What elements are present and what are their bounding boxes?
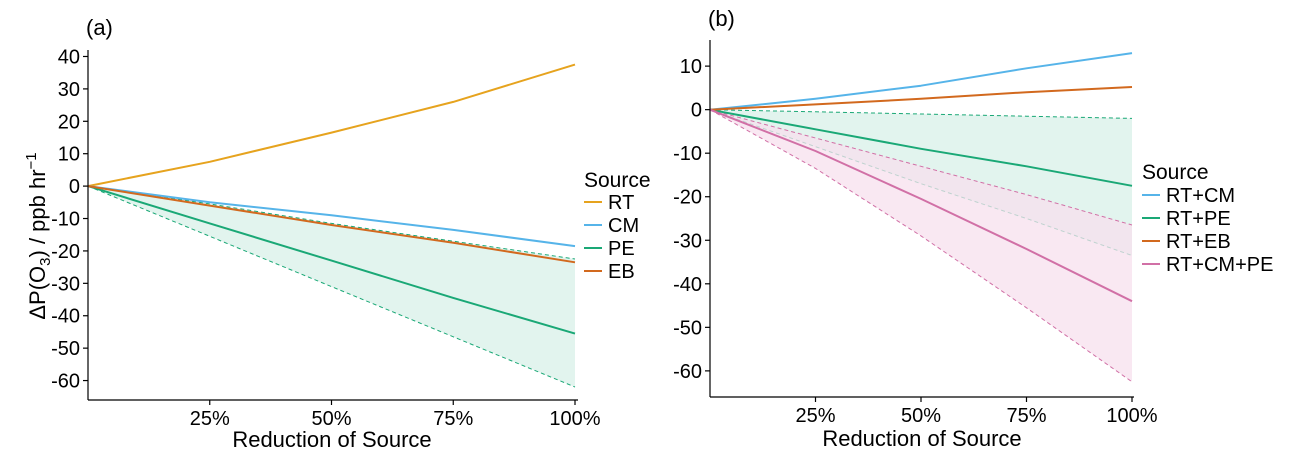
y-tick-label: -60 <box>673 361 702 383</box>
panel-a-x-axis-title: Reduction of Source <box>232 427 431 449</box>
panel-b-label: (b) <box>708 6 735 31</box>
legend-label-rt-eb: RT+EB <box>1166 231 1231 253</box>
panel-b-x-axis-title: Reduction of Source <box>822 426 1021 449</box>
panel-a-y-ticks: 40 30 20 10 0 -10 -20 -30 -40 -50 -60 <box>51 46 88 393</box>
band-1-lower-bound <box>87 185 576 388</box>
series-line-rt <box>87 63 576 188</box>
x-tick-label: 75% <box>433 408 473 430</box>
band-1-upper-bound <box>87 185 576 260</box>
y-tick-label: -50 <box>673 317 702 339</box>
y-tick-label: -60 <box>51 371 80 393</box>
panel-a-y-axis-title: ΔP(O3) / ppb hr−1 <box>23 152 54 319</box>
uncertainty-band-2 <box>710 109 1132 382</box>
series-line-rt-cm <box>709 52 1133 111</box>
x-tick-label: 25% <box>190 408 230 430</box>
band-2-upper-bound <box>709 109 1133 226</box>
panel-a-plot-area <box>87 63 576 388</box>
x-tick-label: 75% <box>1006 405 1046 427</box>
y-tick-label: 0 <box>691 100 702 122</box>
panel-a-x-ticks: 25% 50% 75% 100% <box>190 400 601 430</box>
y-tick-label: -30 <box>51 273 80 295</box>
panel-a-legend-title: Source <box>584 169 651 192</box>
x-tick-label: 25% <box>795 405 835 427</box>
legend-label-rt-cm: RT+CM <box>1166 185 1235 207</box>
series-line-rt-cm-pe <box>709 108 1133 303</box>
series-line-eb <box>87 185 576 264</box>
y-tick-label: -20 <box>673 187 702 209</box>
y-tick-label: -10 <box>673 143 702 165</box>
y-title-part-1: ΔP(O <box>25 266 50 320</box>
legend-label-cm: CM <box>608 215 639 237</box>
y-title-superscript: −1 <box>23 152 40 169</box>
band-1-upper-bound <box>709 109 1133 119</box>
panel-a-chart: (a) 40 30 20 10 0 -10 -20 -30 -40 -50 -60 25% 50% 75… <box>23 15 651 449</box>
series-line-cm <box>87 185 576 248</box>
legend-label-rt-cm-pe: RT+CM+PE <box>1166 254 1273 276</box>
y-tick-label: 40 <box>58 46 80 68</box>
y-title-subscript: 3 <box>37 258 54 266</box>
series-line-pe <box>87 185 576 335</box>
y-tick-label: 10 <box>58 144 80 166</box>
y-tick-label: 20 <box>58 111 80 133</box>
panel-b-x-ticks: 25% 50% 75% 100% <box>795 397 1158 427</box>
x-tick-label: 100% <box>1106 405 1157 427</box>
y-tick-label: -50 <box>51 338 80 360</box>
band-2-lower-bound <box>709 109 1133 383</box>
panel-b-plot-area <box>709 52 1133 383</box>
panel-b-legend-title: Source <box>1142 161 1209 184</box>
panel-a-label: (a) <box>86 15 113 40</box>
y-tick-label: -10 <box>51 209 80 231</box>
y-tick-label: -30 <box>673 230 702 252</box>
x-tick-label: 50% <box>311 408 351 430</box>
x-tick-label: 100% <box>549 408 600 430</box>
legend-label-rt-pe: RT+PE <box>1166 208 1231 230</box>
y-tick-label: 30 <box>58 79 80 101</box>
legend-label-rt: RT <box>608 192 634 214</box>
y-title-part-2: ) / ppb hr <box>25 169 50 257</box>
y-tick-label: -20 <box>51 241 80 263</box>
y-tick-label: 0 <box>69 176 80 198</box>
y-tick-label: -40 <box>51 306 80 328</box>
legend-label-pe: PE <box>608 238 635 260</box>
y-tick-label: 10 <box>680 56 702 78</box>
x-tick-label: 50% <box>901 405 941 427</box>
panel-b-chart: (b) 100-10-20-30-40-50-60 25% 50% 75% 100% … <box>673 6 1273 449</box>
series-line-rt-eb <box>709 86 1133 111</box>
series-line-rt-pe <box>709 108 1133 187</box>
legend-label-eb: EB <box>608 261 635 283</box>
y-tick-label: -40 <box>673 274 702 296</box>
panel-b-y-ticks: 10 0 -10 -20 -30 -40 -50 -60 <box>673 56 710 383</box>
